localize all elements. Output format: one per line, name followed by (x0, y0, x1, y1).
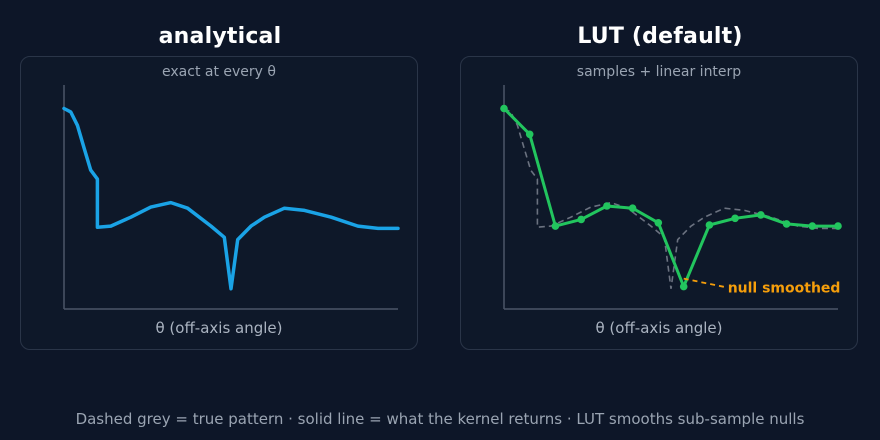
analytical-pattern-line (62, 106, 400, 291)
footer-caption: Dashed grey = true pattern · solid line … (75, 410, 805, 428)
lut-sample-point (654, 219, 663, 227)
lut-sample-point (782, 220, 791, 228)
lut-sample-point (603, 202, 611, 210)
lut-interpolated-line (502, 107, 838, 289)
null-annotation-label: null smoothed (728, 281, 841, 297)
null-annotation-leader (683, 277, 728, 289)
lut-sample-point (679, 282, 688, 291)
lut-sample-point (757, 211, 765, 219)
lut-panel: samples + linear interp null smoothed θ … (460, 56, 858, 350)
lut-sample-point (731, 214, 739, 223)
lut-sample-point (628, 204, 637, 212)
analytical-plot (62, 85, 400, 310)
lut-true-pattern-line (503, 107, 838, 289)
lut-plot: null smoothed (500, 85, 842, 310)
lut-xlabel: θ (off-axis angle) (595, 319, 723, 337)
lut-sample-point (808, 222, 817, 230)
analytical-xlabel: θ (off-axis angle) (155, 319, 283, 337)
lut-sample-point (525, 130, 534, 139)
lut-sample-point (577, 215, 585, 224)
lut-title: LUT (default) (577, 24, 743, 49)
lut-sample-point (705, 221, 714, 229)
analytical-subtitle: exact at every θ (162, 64, 276, 80)
lut-sample-points (500, 104, 842, 291)
lut-sample-point (551, 222, 560, 230)
analytical-panel: exact at every θ θ (off-axis angle) (20, 56, 418, 350)
analytical-title: analytical (158, 24, 282, 49)
lut-sample-point (834, 222, 842, 230)
lut-subtitle: samples + linear interp (576, 64, 742, 80)
lut-sample-point (500, 104, 508, 113)
